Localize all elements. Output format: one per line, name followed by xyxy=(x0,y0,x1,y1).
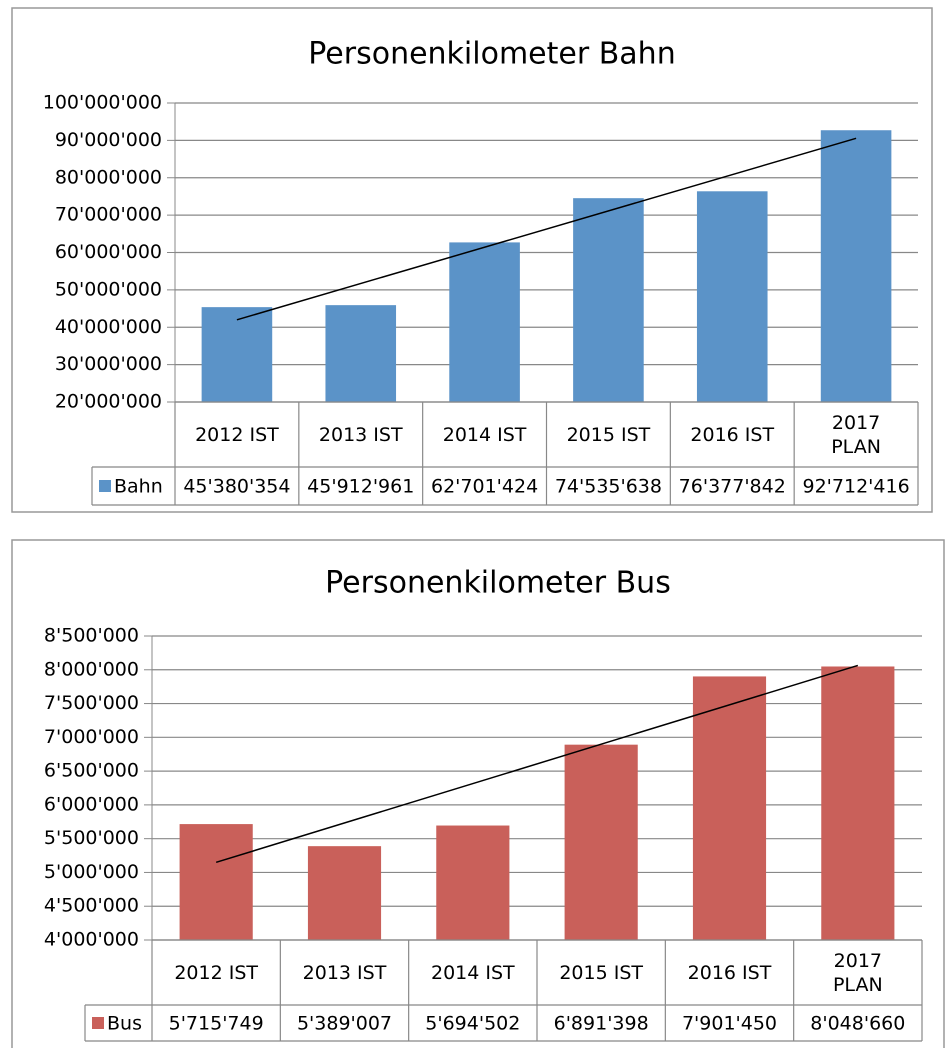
x-tick-label: 2016 IST xyxy=(687,961,772,984)
y-tick-label: 20'000'000 xyxy=(55,391,162,413)
data-label: 5'389'007 xyxy=(297,1013,392,1035)
x-tick-label: 2013 IST xyxy=(318,423,403,446)
x-tick-label-cell: 2017 PLAN xyxy=(831,411,881,458)
y-tick-label: 100'000'000 xyxy=(43,92,162,114)
legend-label: Bahn xyxy=(114,476,163,498)
bar xyxy=(179,824,253,940)
x-tick-label-cell: 2016 IST xyxy=(690,423,775,446)
x-tick-label-cell: 2013 IST xyxy=(318,423,403,446)
y-tick-label: 5'000'000 xyxy=(44,861,139,883)
y-tick-label: 4'000'000 xyxy=(44,929,139,951)
x-tick-label-cell: 2015 IST xyxy=(566,423,651,446)
x-tick-label-cell: 2014 IST xyxy=(442,423,527,446)
x-tick-label-cell: 2014 IST xyxy=(430,961,515,984)
y-tick-label: 50'000'000 xyxy=(55,278,162,300)
trendline xyxy=(215,664,859,864)
y-tick-label: 60'000'000 xyxy=(55,241,162,263)
bar xyxy=(436,825,510,940)
legend-label: Bus xyxy=(107,1013,142,1035)
bar xyxy=(307,846,382,940)
bar xyxy=(696,191,768,402)
x-tick-label: 2017 PLAN xyxy=(832,949,883,996)
y-tick-label: 4'500'000 xyxy=(44,895,139,917)
bar xyxy=(692,676,767,940)
x-tick-label-cell: 2012 IST xyxy=(174,961,258,984)
x-tick-label: 2017 PLAN xyxy=(831,411,881,458)
y-tick-label: 7'500'000 xyxy=(44,692,139,714)
data-label: 6'891'398 xyxy=(554,1013,649,1035)
y-tick-label: 30'000'000 xyxy=(55,353,162,375)
data-label: 45'912'961 xyxy=(307,476,414,498)
x-tick-label: 2015 IST xyxy=(566,423,651,446)
x-tick-label: 2014 IST xyxy=(430,961,515,984)
x-tick-label: 2012 IST xyxy=(195,423,279,446)
y-tick-label: 8'500'000 xyxy=(44,625,139,647)
x-tick-label-cell: 2012 IST xyxy=(195,423,279,446)
chart-title: Personenkilometer Bahn xyxy=(308,37,675,72)
y-tick-label: 6'500'000 xyxy=(44,760,139,782)
bar xyxy=(449,242,520,402)
y-tick-label: 7'000'000 xyxy=(44,726,139,748)
y-tick-label: 80'000'000 xyxy=(55,166,162,188)
y-tick-label: 40'000'000 xyxy=(55,316,162,338)
bar xyxy=(564,744,638,940)
data-label: 5'694'502 xyxy=(425,1013,520,1035)
bar xyxy=(820,130,892,402)
y-tick-label: 90'000'000 xyxy=(55,129,162,151)
x-tick-label: 2012 IST xyxy=(174,961,258,984)
x-tick-label: 2013 IST xyxy=(302,961,387,984)
data-label: 74'535'638 xyxy=(555,476,662,498)
chart-frame xyxy=(11,539,945,1048)
bar xyxy=(821,666,895,940)
y-tick-label: 5'500'000 xyxy=(44,827,139,849)
y-tick-label: 70'000'000 xyxy=(55,204,162,226)
chart-frame xyxy=(11,7,933,513)
data-label: 5'715'749 xyxy=(169,1013,264,1035)
data-label: 7'901'450 xyxy=(682,1013,777,1035)
y-tick-label: 8'000'000 xyxy=(44,658,139,680)
x-tick-label-cell: 2015 IST xyxy=(559,961,643,984)
x-tick-label: 2015 IST xyxy=(559,961,643,984)
x-tick-label: 2014 IST xyxy=(442,423,527,446)
data-label: 62'701'424 xyxy=(431,476,538,498)
x-tick-label-cell: 2013 IST xyxy=(302,961,387,984)
y-tick-label: 6'000'000 xyxy=(44,793,139,815)
bar xyxy=(573,198,644,402)
x-tick-label: 2016 IST xyxy=(690,423,775,446)
bar xyxy=(325,305,397,402)
legend-swatch xyxy=(92,1017,104,1029)
x-tick-label-cell: 2017 PLAN xyxy=(832,949,883,996)
data-label: 45'380'354 xyxy=(183,476,290,498)
chart-title: Personenkilometer Bus xyxy=(325,566,671,601)
x-tick-label-cell: 2016 IST xyxy=(687,961,772,984)
trendline xyxy=(236,137,857,321)
data-label: 92'712'416 xyxy=(803,476,910,498)
data-label: 76'377'842 xyxy=(679,476,786,498)
bar xyxy=(201,307,273,402)
data-label: 8'048'660 xyxy=(810,1013,905,1035)
legend-swatch xyxy=(99,480,111,492)
